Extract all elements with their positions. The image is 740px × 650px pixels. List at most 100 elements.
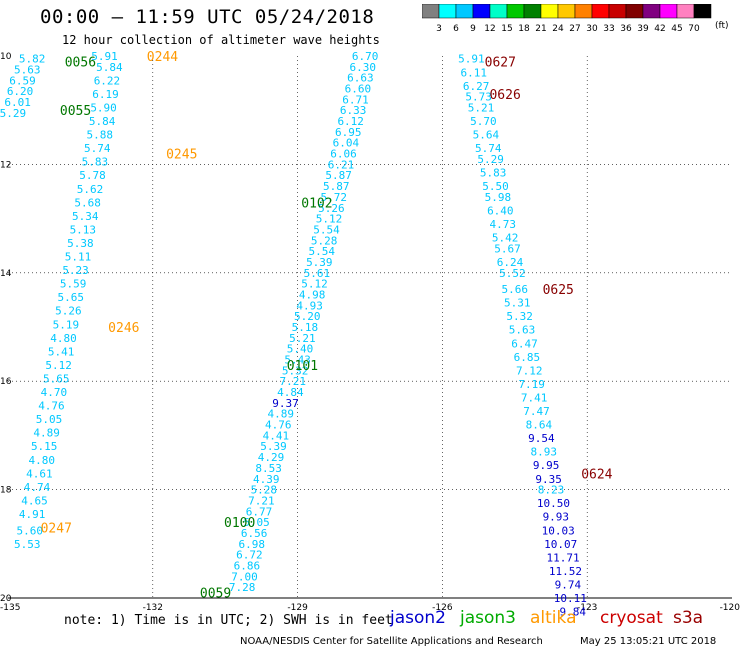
colorbar-label: 42	[654, 24, 665, 34]
y-tick-label: 18	[0, 486, 12, 496]
wave-height-label: 6.21	[328, 158, 355, 171]
x-tick-label: -126	[432, 603, 453, 613]
wave-height-label: 4.93	[296, 299, 323, 312]
wave-height-label: 5.21	[468, 101, 495, 114]
wave-height-label: 4.41	[263, 429, 290, 442]
pass-time-label: 0102	[301, 196, 332, 211]
wave-height-label: 5.53	[14, 538, 41, 551]
wave-height-label: 5.15	[31, 440, 58, 453]
wave-height-label: 4.84	[277, 386, 304, 399]
wave-height-label: 10.11	[554, 592, 587, 605]
wave-height-label: 6.06	[330, 148, 357, 161]
chart-subtitle: 12 hour collection of altimeter wave hei…	[62, 33, 380, 47]
wave-height-label: 5.43	[284, 354, 311, 367]
wave-height-label: 5.84	[89, 115, 116, 128]
pass-time-label: 0055	[60, 104, 91, 119]
colorbar-label: 33	[603, 24, 614, 34]
wave-height-label: 5.13	[70, 223, 97, 236]
wave-height-label: 7.21	[280, 375, 307, 388]
wave-height-label: 5.87	[323, 180, 350, 193]
wave-height-label: 5.12	[45, 359, 72, 372]
colorbar-label: 12	[484, 24, 495, 34]
colorbar-label: 24	[552, 24, 564, 34]
wave-height-label: 10.07	[544, 538, 577, 551]
wave-height-label: 9.54	[528, 432, 555, 445]
wave-height-label: 5.65	[43, 372, 70, 385]
wave-height-label: 8.64	[526, 419, 553, 432]
wave-height-label: 5.32	[506, 310, 533, 323]
wave-height-label: 5.05	[36, 413, 63, 426]
y-tick-label: 12	[0, 160, 11, 170]
wave-height-label: 7.41	[521, 391, 548, 404]
wave-height-label: 5.11	[65, 251, 92, 264]
footer-credit: NOAA/NESDIS Center for Satellite Applica…	[240, 636, 543, 647]
wave-height-label: 5.70	[470, 115, 497, 128]
pass-time-label: 0246	[108, 321, 139, 336]
wave-height-label: 5.91	[91, 50, 118, 63]
colorbar-label: 21	[535, 24, 546, 34]
wave-height-label: 5.88	[86, 129, 113, 142]
wave-height-label: 5.26	[318, 202, 345, 215]
wave-height-label: 4.73	[489, 218, 516, 231]
wave-height-label: 5.87	[325, 169, 352, 182]
wave-height-label: 5.84	[96, 61, 123, 74]
pass-time-label: 0626	[489, 88, 520, 103]
legend-s3a: s3a	[673, 608, 704, 628]
wave-height-label: 4.98	[299, 288, 326, 301]
wave-height-label: 5.41	[48, 345, 75, 358]
wave-height-label: 5.39	[260, 440, 287, 453]
wave-height-label: 5.54	[313, 223, 340, 236]
wave-height-label: 6.19	[92, 88, 119, 101]
wave-height-label: 9.35	[535, 473, 562, 486]
pass-time-label: 0245	[166, 148, 197, 163]
wave-height-label: 10.50	[537, 497, 570, 510]
wave-height-label: 7.21	[248, 494, 275, 507]
colorbar: 3 6 9 12 15 18 21 24 27 30 33 36 39 42 45 70	[422, 4, 712, 34]
colorbar-label: 27	[569, 24, 580, 34]
legend-jason3: jason3	[460, 608, 516, 628]
colorbar-label: 45	[671, 24, 682, 34]
wave-height-label: 6.33	[340, 104, 367, 117]
wave-height-label: 4.91	[19, 508, 46, 521]
x-tick-label: -123	[577, 603, 597, 613]
wave-height-label: 5.54	[308, 245, 335, 258]
wave-height-label: 5.40	[287, 343, 314, 356]
x-tick-label: -135	[0, 603, 20, 613]
wave-height-label: 4.61	[26, 467, 53, 480]
wave-height-label: 6.56	[241, 527, 268, 540]
y-tick-label: 10	[0, 52, 12, 62]
wave-height-label: 5.23	[62, 264, 89, 277]
wave-height-label: 5.12	[301, 278, 328, 291]
wave-height-label: 6.11	[461, 66, 488, 79]
wave-height-label: 5.39	[306, 256, 333, 269]
wave-height-label: 5.73	[465, 91, 492, 104]
wave-height-label: 4.76	[265, 419, 292, 432]
wave-height-label: 9.84	[559, 606, 586, 619]
wave-height-label: 6.60	[345, 83, 372, 96]
wave-height-label: 7.28	[229, 581, 256, 594]
wave-height-label: 7.19	[518, 378, 545, 391]
wave-height-label: 6.27	[463, 80, 490, 93]
wave-height-label: 9.74	[555, 578, 582, 591]
pass-time-label: 0101	[287, 359, 318, 374]
wave-height-label: 4.39	[253, 473, 280, 486]
wave-height-label: 5.90	[90, 101, 117, 114]
wave-height-label: 6.70	[352, 50, 379, 63]
wave-height-label: 5.63	[509, 324, 536, 337]
y-tick-label: 14	[0, 269, 12, 279]
wave-height-label: 5.65	[57, 291, 84, 304]
wave-height-label: 5.74	[84, 142, 111, 155]
wave-height-label: 8.23	[538, 484, 565, 497]
y-tick-label: 20	[0, 594, 12, 604]
wave-height-label: 4.76	[38, 400, 65, 413]
wave-height-label: 6.72	[236, 549, 263, 562]
wave-height-label: 7.00	[231, 570, 258, 583]
wave-height-label: 5.98	[485, 191, 512, 204]
wave-height-label: 8.93	[531, 446, 558, 459]
wave-height-label: 6.98	[238, 538, 265, 551]
legend-altika: altika	[530, 608, 577, 628]
pass-time-label: 0100	[224, 516, 255, 531]
wave-height-label: 5.21	[289, 332, 316, 345]
wave-height-label: 5.63	[14, 64, 41, 77]
pass-time-label: 0625	[543, 283, 574, 298]
